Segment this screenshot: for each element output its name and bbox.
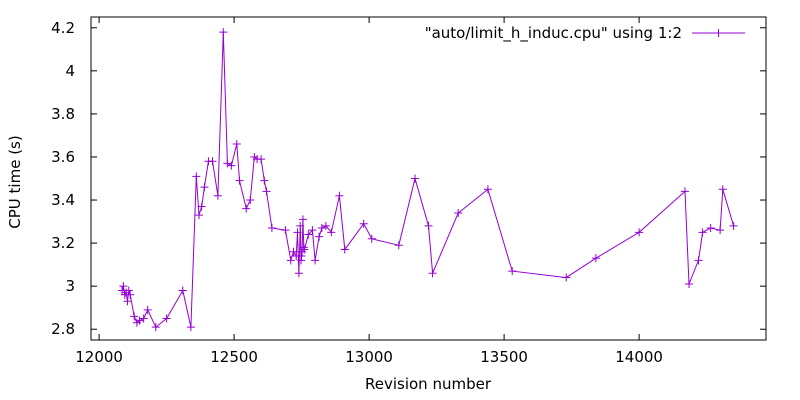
data-point bbox=[130, 312, 139, 321]
x-axis-ticks: 12000 12500 13000 13500 14000 bbox=[75, 17, 663, 366]
data-point bbox=[294, 269, 303, 278]
data-point bbox=[286, 256, 295, 265]
data-point bbox=[716, 226, 725, 235]
data-point bbox=[260, 176, 269, 185]
x-axis-label: Revision number bbox=[365, 375, 492, 393]
data-point bbox=[681, 187, 689, 196]
data-point bbox=[297, 256, 306, 265]
data-point bbox=[635, 228, 644, 237]
data-point bbox=[139, 314, 148, 323]
x-tick-label: 13500 bbox=[480, 348, 528, 366]
data-point bbox=[195, 211, 203, 220]
data-point bbox=[200, 183, 209, 192]
series-group bbox=[118, 28, 738, 332]
data-point bbox=[297, 252, 306, 261]
data-point bbox=[232, 140, 241, 149]
y-tick-label: 4.2 bbox=[51, 19, 75, 37]
data-point bbox=[483, 185, 492, 194]
data-point bbox=[315, 232, 324, 241]
legend: "auto/limit_h_induc.cpu" using 1:2 bbox=[425, 24, 745, 43]
data-point bbox=[281, 226, 290, 235]
data-point bbox=[162, 314, 171, 323]
data-point bbox=[428, 269, 437, 278]
data-point bbox=[706, 224, 715, 233]
data-point bbox=[123, 297, 132, 306]
plot-border bbox=[90, 16, 767, 341]
data-point bbox=[289, 247, 298, 256]
y-tick-label: 3.8 bbox=[51, 105, 75, 123]
y-axis-ticks: 2.8 3 3.2 3.4 3.6 3.8 4 4.2 bbox=[51, 19, 766, 338]
data-point bbox=[257, 155, 266, 164]
data-point bbox=[197, 202, 206, 211]
data-point bbox=[300, 245, 309, 254]
legend-marker bbox=[714, 29, 723, 37]
data-point bbox=[335, 191, 344, 200]
data-point bbox=[304, 230, 313, 239]
data-point bbox=[367, 234, 376, 243]
data-point bbox=[208, 157, 217, 166]
data-point bbox=[262, 187, 271, 196]
y-tick-label: 2.8 bbox=[51, 320, 75, 338]
data-point bbox=[591, 254, 600, 263]
data-point bbox=[308, 226, 317, 235]
data-point bbox=[508, 267, 517, 276]
data-point bbox=[151, 323, 160, 332]
data-point bbox=[694, 256, 703, 265]
y-tick-label: 3.6 bbox=[51, 148, 75, 166]
data-point bbox=[340, 245, 349, 254]
data-point bbox=[298, 247, 307, 256]
data-point bbox=[119, 282, 128, 291]
data-point bbox=[143, 305, 152, 314]
data-point bbox=[186, 323, 195, 332]
data-point bbox=[223, 159, 232, 168]
y-tick-label: 4 bbox=[65, 62, 75, 80]
data-point bbox=[562, 273, 571, 282]
data-point bbox=[321, 221, 330, 230]
data-point bbox=[424, 221, 433, 230]
data-point bbox=[293, 228, 302, 237]
data-point bbox=[317, 224, 326, 233]
y-tick-label: 3.2 bbox=[51, 234, 75, 252]
data-point bbox=[698, 228, 707, 237]
data-point bbox=[246, 196, 255, 205]
data-point bbox=[454, 208, 463, 217]
x-tick-label: 14000 bbox=[615, 348, 663, 366]
data-point bbox=[394, 241, 403, 250]
x-tick-label: 12000 bbox=[75, 348, 123, 366]
series-line bbox=[121, 32, 735, 328]
y-axis-label: CPU time (s) bbox=[6, 135, 24, 228]
data-point bbox=[685, 280, 694, 289]
data-point bbox=[235, 176, 244, 185]
data-point bbox=[296, 221, 305, 230]
data-point bbox=[178, 286, 187, 295]
data-point bbox=[299, 243, 308, 252]
data-point bbox=[135, 316, 144, 325]
legend-label: "auto/limit_h_induc.cpu" using 1:2 bbox=[425, 24, 682, 43]
y-tick-label: 3.4 bbox=[51, 191, 75, 209]
data-point bbox=[213, 191, 222, 200]
data-point bbox=[411, 174, 419, 183]
data-point bbox=[192, 172, 201, 181]
data-point bbox=[126, 290, 135, 299]
data-point bbox=[311, 256, 320, 265]
x-tick-label: 13000 bbox=[345, 348, 393, 366]
data-point bbox=[227, 161, 236, 170]
data-point bbox=[242, 204, 251, 213]
data-point bbox=[359, 219, 368, 228]
data-point bbox=[118, 286, 127, 295]
data-point bbox=[729, 221, 738, 230]
y-tick-label: 3 bbox=[65, 277, 75, 295]
data-point bbox=[219, 28, 228, 37]
x-tick-label: 12500 bbox=[210, 348, 258, 366]
data-point bbox=[267, 224, 276, 233]
data-point bbox=[327, 228, 336, 237]
data-point bbox=[124, 286, 133, 295]
data-point bbox=[298, 215, 307, 224]
data-point bbox=[718, 185, 727, 194]
